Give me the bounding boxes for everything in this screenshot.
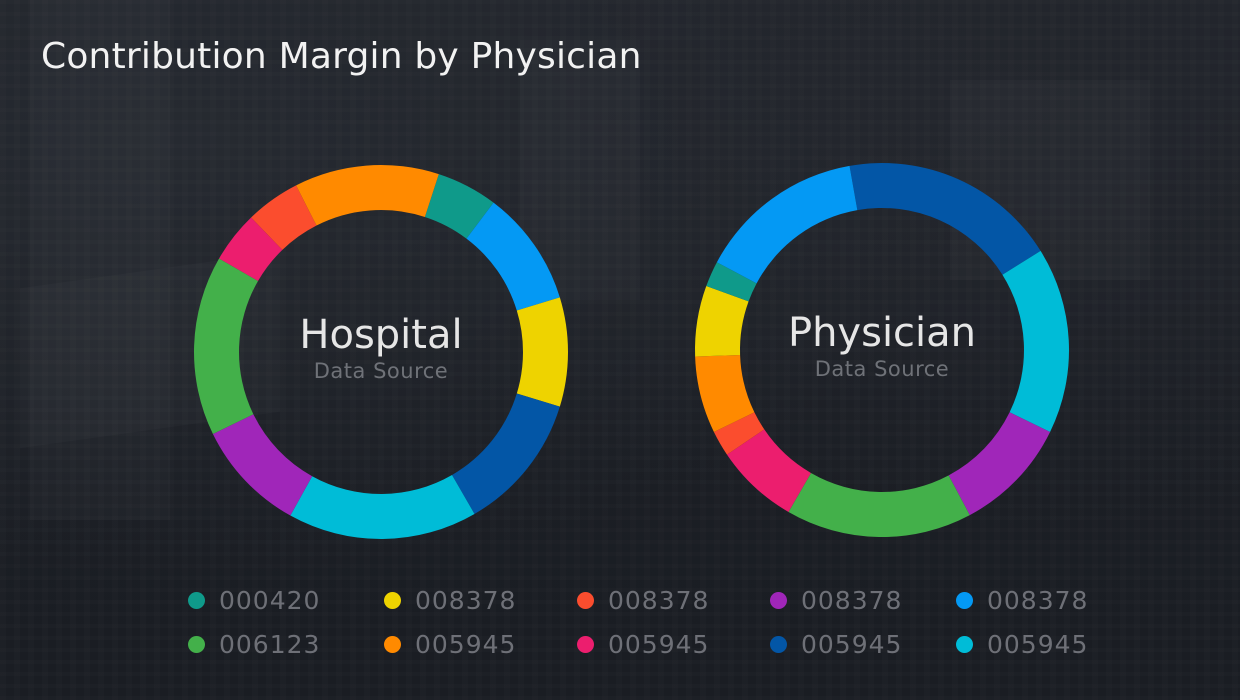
donut-segment[interactable]	[726, 429, 811, 512]
donut-segment[interactable]	[466, 202, 560, 311]
legend-item[interactable]: 008378	[770, 585, 956, 615]
legend-dot-icon	[188, 591, 205, 609]
legend-label: 006123	[219, 629, 321, 659]
donut-ring	[695, 163, 1069, 537]
legend-label: 005945	[987, 629, 1089, 659]
legend-item[interactable]: 000420	[188, 585, 384, 615]
hospital-donut-chart: Hospital Data Source	[191, 162, 571, 542]
legend-dot-icon	[577, 635, 594, 653]
donut-segment[interactable]	[788, 472, 970, 537]
donut-center: Hospital Data Source	[191, 162, 571, 542]
legend-label: 008378	[801, 585, 903, 615]
legend-label: 008378	[987, 585, 1089, 615]
donut-segment[interactable]	[695, 286, 749, 357]
legend-item[interactable]: 005945	[770, 629, 956, 659]
donut-segment[interactable]	[212, 414, 313, 516]
donut-segment[interactable]	[948, 412, 1051, 516]
donut-title: Hospital	[299, 312, 463, 358]
donut-segment[interactable]	[251, 185, 317, 250]
donut-subtitle: Data Source	[814, 357, 950, 381]
legend-dot-icon	[577, 591, 594, 609]
legend-label: 008378	[608, 585, 710, 615]
legend-label: 000420	[219, 585, 321, 615]
donut-ring	[194, 165, 568, 539]
donut-segment[interactable]	[713, 412, 765, 455]
donut-segment[interactable]	[1002, 250, 1069, 432]
donut-segment[interactable]	[849, 163, 1041, 275]
legend-item[interactable]: 005945	[956, 629, 1116, 659]
legend-label: 008378	[415, 585, 517, 615]
page-title: Contribution Margin by Physician	[41, 36, 642, 77]
chart-legend: 000420 008378 008378 008378 008378 00612…	[188, 585, 1108, 659]
legend-item[interactable]: 008378	[577, 585, 770, 615]
legend-label: 005945	[608, 629, 710, 659]
legend-dot-icon	[956, 635, 973, 653]
legend-dot-icon	[770, 635, 787, 653]
donut-center: Physician Data Source	[692, 160, 1072, 540]
legend-label: 005945	[801, 629, 903, 659]
legend-dot-icon	[956, 591, 973, 609]
legend-dot-icon	[188, 635, 205, 653]
legend-label: 005945	[415, 629, 517, 659]
donut-segment[interactable]	[219, 217, 283, 281]
legend-item[interactable]: 005945	[577, 629, 770, 659]
donut-segment[interactable]	[424, 174, 494, 239]
donut-segment[interactable]	[290, 474, 475, 539]
legend-item[interactable]: 008378	[956, 585, 1116, 615]
donut-title: Physician	[787, 310, 977, 356]
donut-segment[interactable]	[516, 297, 568, 407]
legend-item[interactable]: 005945	[384, 629, 577, 659]
legend-item[interactable]: 008378	[384, 585, 577, 615]
donut-segment[interactable]	[716, 165, 858, 284]
physician-donut-chart: Physician Data Source	[692, 160, 1072, 540]
donut-segment[interactable]	[706, 262, 757, 302]
donut-segment[interactable]	[194, 258, 259, 434]
donut-segment[interactable]	[452, 393, 560, 514]
legend-dot-icon	[770, 591, 787, 609]
donut-subtitle: Data Source	[313, 359, 449, 383]
donut-segment[interactable]	[695, 354, 755, 432]
legend-item[interactable]: 006123	[188, 629, 384, 659]
legend-dot-icon	[384, 591, 401, 609]
legend-dot-icon	[384, 635, 401, 653]
donut-segment[interactable]	[296, 165, 439, 226]
